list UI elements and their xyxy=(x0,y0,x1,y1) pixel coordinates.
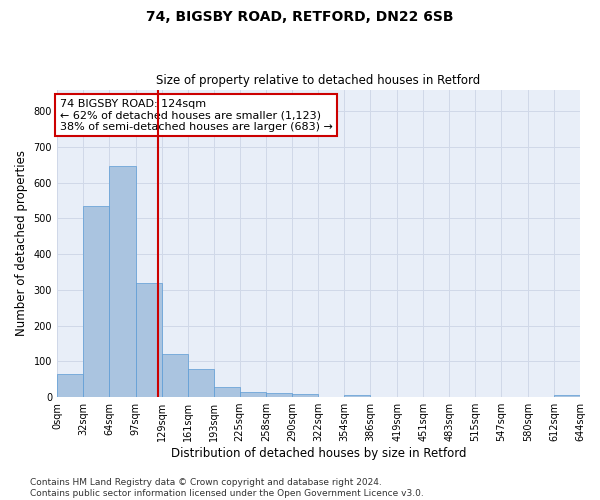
Bar xyxy=(188,369,214,397)
Text: 74, BIGSBY ROAD, RETFORD, DN22 6SB: 74, BIGSBY ROAD, RETFORD, DN22 6SB xyxy=(146,10,454,24)
Bar xyxy=(292,394,319,397)
Bar xyxy=(83,206,109,397)
Bar xyxy=(214,387,239,397)
Bar xyxy=(554,395,580,397)
Title: Size of property relative to detached houses in Retford: Size of property relative to detached ho… xyxy=(157,74,481,87)
Text: Contains HM Land Registry data © Crown copyright and database right 2024.
Contai: Contains HM Land Registry data © Crown c… xyxy=(30,478,424,498)
Bar xyxy=(266,393,292,397)
Bar xyxy=(57,374,83,397)
Bar xyxy=(239,392,266,397)
Bar xyxy=(344,394,370,397)
Bar xyxy=(109,166,136,397)
Text: 74 BIGSBY ROAD: 124sqm
← 62% of detached houses are smaller (1,123)
38% of semi-: 74 BIGSBY ROAD: 124sqm ← 62% of detached… xyxy=(59,99,332,132)
X-axis label: Distribution of detached houses by size in Retford: Distribution of detached houses by size … xyxy=(171,447,466,460)
Bar xyxy=(161,354,188,397)
Y-axis label: Number of detached properties: Number of detached properties xyxy=(15,150,28,336)
Bar xyxy=(136,284,161,397)
